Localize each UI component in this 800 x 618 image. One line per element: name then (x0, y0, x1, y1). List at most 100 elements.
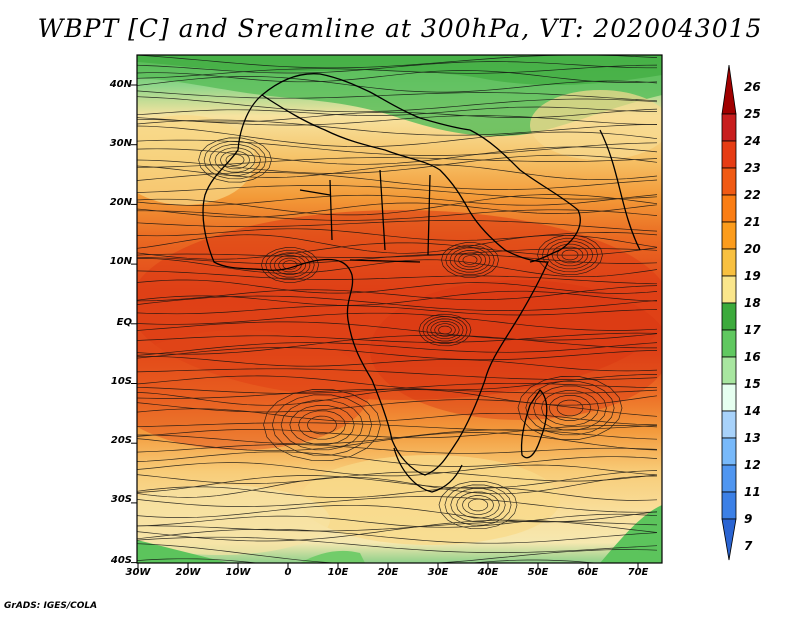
streamline (278, 257, 302, 273)
lon-label: 20W (175, 567, 201, 578)
lon-label: 50E (527, 567, 549, 578)
colorbar-swatch (721, 491, 737, 520)
colorbar-label: 23 (744, 161, 761, 175)
streamline (548, 395, 592, 421)
streamline (430, 320, 460, 340)
colorbar (721, 64, 737, 561)
streamline (137, 422, 658, 431)
colorbar-label: 22 (744, 188, 761, 202)
streamline (298, 410, 346, 440)
lon-label: 70E (627, 567, 649, 578)
colorbar-swatch (721, 64, 737, 115)
streamline (537, 234, 603, 276)
streamline (137, 520, 658, 532)
colorbar-label: 13 (744, 431, 761, 445)
streamline (137, 504, 658, 523)
colorbar-label: 9 (744, 512, 753, 526)
streamline (137, 513, 658, 528)
streamline (137, 108, 658, 123)
streamline (426, 318, 464, 342)
streamline (438, 480, 518, 530)
streamline (137, 558, 601, 563)
streamline (269, 252, 311, 278)
colorbar-label: 17 (744, 323, 761, 337)
streamline (556, 399, 584, 417)
streamline (137, 61, 657, 74)
lat-label: 20N (109, 197, 132, 208)
lat-label: 20S (110, 435, 132, 446)
streamline (525, 380, 615, 436)
streamline (137, 429, 658, 445)
colorbar-swatch (721, 275, 737, 304)
colorbar-swatch (721, 167, 737, 196)
streamline (137, 202, 658, 218)
lat-label: 40S (110, 555, 132, 566)
streamline (137, 382, 658, 394)
lon-label: 30E (427, 567, 449, 578)
streamline (137, 334, 657, 355)
streamline (137, 332, 658, 343)
streamline (137, 374, 658, 391)
streamline (220, 150, 250, 170)
streamline (137, 270, 658, 285)
colorbar-label: 11 (744, 485, 761, 499)
streamline (137, 368, 658, 380)
streamline (137, 185, 658, 200)
streamline (137, 253, 658, 265)
streamline (137, 115, 658, 126)
streamline (137, 248, 658, 258)
streamline (137, 172, 658, 190)
map-field (137, 55, 662, 563)
lat-label: 40N (109, 79, 132, 90)
streamline (137, 462, 658, 477)
streamline (137, 451, 658, 467)
colorbar-label: 18 (744, 296, 761, 310)
streamline (546, 240, 594, 270)
colorbar-swatch (721, 140, 737, 169)
streamline (289, 405, 355, 445)
streamline (137, 228, 658, 241)
map-title: WBPT [C] and Sreamline at 300hPa, VT: 20… (37, 14, 763, 43)
streamline (453, 250, 487, 270)
streamline (467, 498, 489, 512)
colorbar-swatch (721, 248, 737, 277)
colorbar-label: 26 (744, 80, 761, 94)
lon-label: 10E (327, 567, 349, 578)
streamline (561, 249, 579, 261)
colorbar-swatch (721, 194, 737, 223)
streamline (556, 246, 584, 264)
streamline (462, 255, 478, 265)
streamline (137, 342, 658, 356)
streamline (137, 389, 658, 406)
streamline (533, 385, 607, 431)
streamline (137, 194, 658, 216)
coastlines (202, 73, 641, 493)
streamline (137, 321, 658, 341)
colorbar-swatch (721, 518, 737, 561)
lon-label: 10W (225, 567, 251, 578)
streamline (137, 106, 658, 116)
lon-label: 0 (284, 567, 292, 578)
streamline (137, 295, 658, 311)
streamline (137, 164, 658, 180)
colorbar-label: 16 (744, 350, 761, 364)
axis-ticks (131, 84, 639, 569)
streamline (449, 247, 491, 273)
streamline (261, 247, 319, 283)
streamline (137, 146, 658, 165)
streamline (137, 285, 658, 302)
streamline (441, 242, 499, 278)
streamline (273, 255, 307, 275)
streamline (137, 90, 658, 102)
streamline (542, 237, 598, 273)
streamline (137, 543, 658, 563)
colorbar-label: 24 (744, 134, 761, 148)
colorbar-label: 19 (744, 269, 761, 283)
lon-label: 20E (377, 567, 399, 578)
streamline (265, 249, 315, 281)
streamline (307, 415, 337, 435)
streamline (137, 242, 658, 260)
colorbar-label: 20 (744, 242, 761, 256)
streamline (263, 389, 381, 461)
